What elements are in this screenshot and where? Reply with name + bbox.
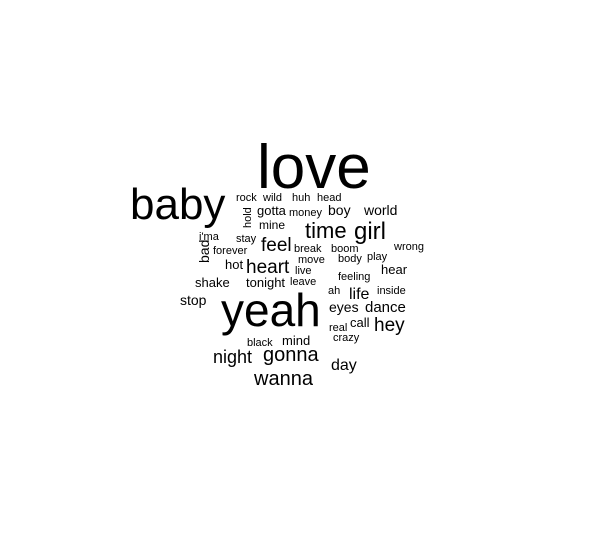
word-mind: mind (282, 333, 310, 348)
word-girl: girl (354, 218, 386, 245)
word-life: life (349, 286, 370, 303)
word-move: move (298, 254, 325, 266)
word-yeah: yeah (221, 284, 321, 336)
word-ah: ah (328, 285, 340, 297)
word-inside: inside (377, 285, 406, 297)
word-real: real (329, 322, 347, 334)
word-time: time (305, 218, 347, 243)
word-live: live (295, 265, 312, 277)
word-money: money (289, 207, 323, 219)
word-bad: bad (196, 240, 212, 263)
word-break: break (294, 243, 322, 255)
word-play: play (367, 251, 388, 263)
word-wild: wild (262, 192, 282, 204)
word-rock: rock (236, 192, 257, 204)
word-eyes: eyes (329, 299, 359, 315)
word-boom: boom (331, 243, 359, 255)
word-forever: forever (213, 245, 248, 257)
word-hold: hold (242, 207, 254, 228)
word-stay: stay (236, 233, 257, 245)
word-boy: boy (328, 202, 351, 218)
word-love: love (257, 133, 371, 202)
word-stop: stop (180, 292, 207, 308)
word-feeling: feeling (338, 271, 370, 283)
word-hot: hot (225, 257, 243, 272)
word-world: world (363, 202, 397, 218)
word-crazy: crazy (333, 332, 360, 344)
word-hear: hear (381, 262, 408, 277)
word-baby: baby (130, 180, 225, 229)
word-huh: huh (292, 192, 310, 204)
word-leave: leave (290, 276, 316, 288)
word-mine: mine (259, 218, 285, 232)
word-call: call (350, 315, 370, 330)
word-wanna: wanna (253, 368, 314, 390)
word-dance: dance (365, 299, 406, 316)
word-gonna: gonna (263, 344, 319, 366)
word-feel: feel (261, 235, 292, 256)
word-day: day (331, 357, 357, 374)
word-gotta: gotta (257, 203, 287, 218)
word-night: night (213, 347, 252, 367)
word-hey: hey (374, 315, 405, 336)
word-black: black (247, 337, 273, 349)
word-head: head (317, 192, 341, 204)
word-tonight: tonight (246, 275, 285, 290)
word-wrong: wrong (393, 241, 424, 253)
word-heart: heart (246, 257, 290, 278)
word-i-ma: i'ma (199, 231, 220, 243)
word-shake: shake (195, 275, 230, 290)
word-body: body (338, 253, 362, 265)
